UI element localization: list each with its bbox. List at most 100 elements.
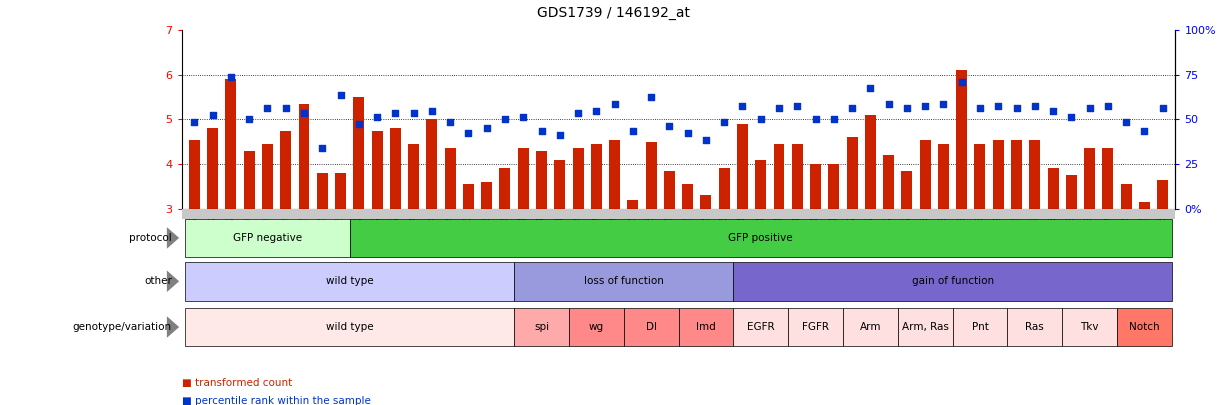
Text: ■ transformed count: ■ transformed count (182, 378, 292, 388)
Bar (937, 144, 948, 209)
Point (751, 116, 771, 123)
Point (440, 118, 460, 125)
Point (696, 136, 715, 143)
Bar (883, 155, 894, 209)
Bar (591, 144, 601, 209)
Text: loss of function: loss of function (584, 276, 664, 286)
Point (459, 130, 479, 136)
Text: genotype/variation: genotype/variation (72, 322, 172, 332)
Bar (427, 119, 437, 209)
Bar (353, 97, 364, 209)
Text: GFP negative: GFP negative (233, 233, 302, 243)
Point (385, 110, 405, 116)
Bar (1102, 149, 1113, 209)
Bar (902, 171, 913, 209)
Bar (444, 149, 455, 209)
Text: Pnt: Pnt (972, 322, 989, 332)
Point (825, 116, 844, 123)
Bar (1139, 202, 1150, 209)
Point (221, 74, 240, 80)
Point (587, 107, 606, 114)
Point (860, 85, 880, 92)
Point (258, 105, 277, 111)
Bar (390, 128, 401, 209)
Bar (263, 144, 272, 209)
Bar (1011, 140, 1022, 209)
Bar (226, 79, 237, 209)
Text: GDS1739 / 146192_at: GDS1739 / 146192_at (537, 6, 690, 20)
Bar (280, 130, 291, 209)
Point (952, 79, 972, 85)
Bar (956, 70, 967, 209)
Text: EGFR: EGFR (747, 322, 774, 332)
Bar (1029, 140, 1040, 209)
Point (1043, 107, 1063, 114)
Text: wild type: wild type (326, 322, 373, 332)
Text: gain of function: gain of function (912, 276, 994, 286)
Text: Arm, Ras: Arm, Ras (902, 322, 948, 332)
Bar (828, 164, 839, 209)
Point (934, 101, 953, 107)
Bar (1157, 180, 1168, 209)
Bar (1120, 184, 1131, 209)
Text: Dl: Dl (645, 322, 656, 332)
Bar (481, 182, 492, 209)
Bar (1085, 149, 1094, 209)
Point (1098, 103, 1118, 109)
Bar (609, 140, 620, 209)
Point (733, 103, 752, 109)
Bar (847, 137, 858, 209)
Text: Arm: Arm (860, 322, 881, 332)
Point (531, 127, 551, 134)
Bar (645, 142, 656, 209)
Point (605, 101, 625, 107)
Bar (372, 130, 383, 209)
Point (331, 92, 351, 98)
Point (879, 101, 898, 107)
Point (642, 94, 661, 100)
Point (1080, 105, 1099, 111)
Bar (536, 151, 547, 209)
Text: FGFR: FGFR (802, 322, 829, 332)
Bar (773, 144, 784, 209)
Point (623, 127, 643, 134)
Text: GFP positive: GFP positive (729, 233, 793, 243)
Bar (499, 168, 510, 209)
Point (276, 105, 296, 111)
Point (513, 114, 533, 121)
Point (239, 116, 259, 123)
Text: Ras: Ras (1026, 322, 1044, 332)
Point (1153, 105, 1173, 111)
Point (897, 105, 917, 111)
Bar (1066, 175, 1077, 209)
Text: wild type: wild type (326, 276, 373, 286)
Point (202, 112, 222, 118)
Point (348, 121, 368, 127)
Point (422, 107, 442, 114)
Point (1006, 105, 1026, 111)
Bar (573, 149, 584, 209)
Point (477, 125, 497, 132)
Point (915, 103, 935, 109)
Bar (627, 200, 638, 209)
Bar (409, 144, 420, 209)
Point (496, 116, 515, 123)
Text: Tkv: Tkv (1080, 322, 1099, 332)
Bar (682, 184, 693, 209)
Point (1025, 103, 1044, 109)
Text: ■ percentile rank within the sample: ■ percentile rank within the sample (182, 396, 371, 405)
Text: protocol: protocol (129, 233, 172, 243)
Text: other: other (144, 276, 172, 286)
Bar (791, 144, 802, 209)
Point (404, 110, 423, 116)
Bar (298, 104, 309, 209)
Point (550, 132, 569, 139)
Text: Imd: Imd (696, 322, 715, 332)
Point (677, 130, 697, 136)
Point (788, 103, 807, 109)
Bar (737, 124, 748, 209)
Bar (555, 160, 566, 209)
Bar (335, 173, 346, 209)
Bar (518, 149, 529, 209)
Point (842, 105, 861, 111)
